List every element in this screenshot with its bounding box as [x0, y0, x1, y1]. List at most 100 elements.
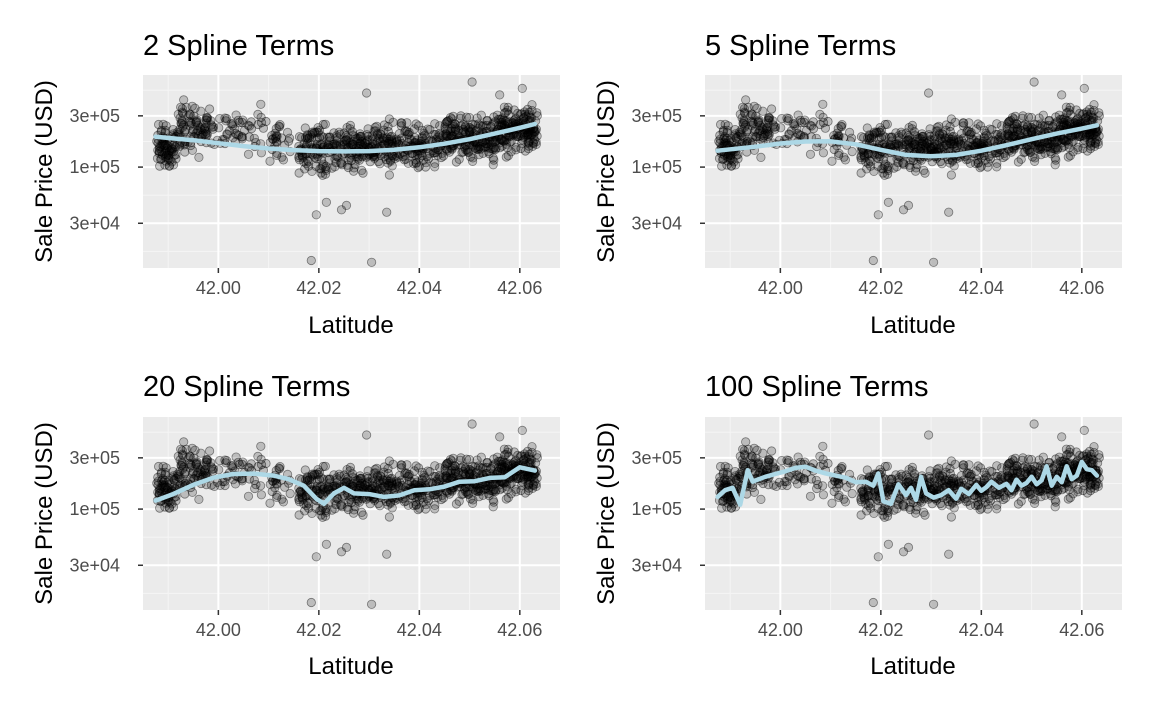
data-point	[476, 144, 486, 154]
data-point	[941, 462, 951, 472]
data-point	[425, 125, 435, 135]
data-point	[436, 494, 446, 505]
x-axis-label: Latitude	[870, 312, 955, 339]
data-point	[524, 479, 534, 489]
data-point	[985, 124, 995, 134]
data-point	[461, 112, 472, 122]
data-point	[234, 459, 245, 470]
data-point	[167, 146, 177, 156]
data-point	[523, 132, 533, 142]
data-point	[451, 499, 461, 509]
data-point	[818, 99, 828, 109]
data-point	[480, 142, 490, 152]
data-point	[501, 139, 511, 149]
data-point	[499, 102, 509, 112]
data-point	[458, 147, 468, 157]
data-point	[482, 120, 492, 131]
data-point	[256, 118, 267, 128]
data-point	[1030, 156, 1040, 166]
data-point	[312, 127, 322, 137]
data-point	[271, 492, 282, 502]
data-point	[176, 102, 186, 112]
data-point	[436, 152, 446, 163]
data-point	[497, 135, 507, 145]
data-point	[315, 488, 325, 498]
data-point	[1029, 77, 1039, 87]
data-point	[469, 140, 479, 150]
data-point	[946, 170, 957, 180]
data-point	[796, 118, 807, 128]
data-point	[441, 117, 452, 127]
data-point	[200, 122, 210, 132]
data-point	[387, 136, 397, 146]
data-point	[873, 210, 883, 220]
data-point	[191, 117, 201, 127]
data-point	[303, 133, 313, 143]
data-point	[331, 158, 341, 168]
data-point	[256, 99, 266, 109]
data-point	[307, 166, 317, 176]
data-point	[1073, 145, 1083, 155]
data-point	[321, 165, 331, 175]
data-point	[1073, 487, 1083, 497]
data-point	[954, 478, 964, 488]
data-point	[316, 131, 326, 141]
panel-title: 100 Spline Terms	[705, 371, 929, 403]
data-point	[268, 134, 278, 144]
data-point	[527, 100, 537, 110]
y-tick-label: 1e+05	[631, 157, 682, 177]
data-point	[946, 512, 957, 522]
data-point	[1055, 114, 1066, 124]
data-point	[456, 111, 466, 121]
data-point	[483, 147, 494, 157]
data-point	[222, 129, 232, 139]
data-point	[434, 129, 444, 139]
data-point	[205, 446, 215, 456]
data-point	[200, 125, 210, 135]
data-point	[490, 144, 500, 155]
data-point	[433, 132, 443, 142]
data-point	[179, 127, 189, 137]
data-point	[985, 466, 995, 476]
data-point	[944, 207, 954, 217]
data-point	[903, 200, 914, 210]
data-point	[438, 151, 448, 161]
data-point	[910, 139, 920, 149]
data-point	[522, 130, 532, 140]
data-point	[972, 492, 982, 502]
data-point	[317, 170, 328, 180]
data-point	[518, 129, 528, 139]
data-point	[470, 485, 481, 496]
data-point	[473, 123, 483, 133]
data-point	[187, 101, 197, 111]
panel-title: 2 Spline Terms	[143, 30, 334, 62]
data-point	[373, 134, 383, 144]
data-point	[221, 116, 231, 126]
data-point	[363, 135, 373, 145]
y-tick-label: 1e+05	[69, 157, 120, 177]
data-point	[179, 120, 189, 130]
data-point	[975, 121, 986, 131]
data-point	[476, 110, 486, 120]
data-point	[756, 494, 766, 504]
data-point	[342, 160, 352, 170]
data-point	[524, 107, 534, 118]
data-point	[467, 461, 477, 471]
data-point	[410, 150, 420, 160]
data-point	[805, 149, 816, 159]
data-point	[271, 136, 281, 147]
data-point	[208, 122, 219, 132]
data-point	[1086, 137, 1096, 147]
data-point	[513, 108, 523, 119]
data-point	[423, 154, 433, 164]
data-point	[408, 158, 419, 169]
data-point	[462, 146, 472, 156]
data-point	[812, 483, 822, 494]
data-point	[384, 170, 394, 180]
data-point	[435, 121, 445, 131]
data-point	[271, 124, 281, 134]
data-point	[998, 494, 1008, 505]
data-point	[356, 136, 366, 146]
data-point	[341, 135, 351, 145]
data-point	[768, 480, 779, 490]
